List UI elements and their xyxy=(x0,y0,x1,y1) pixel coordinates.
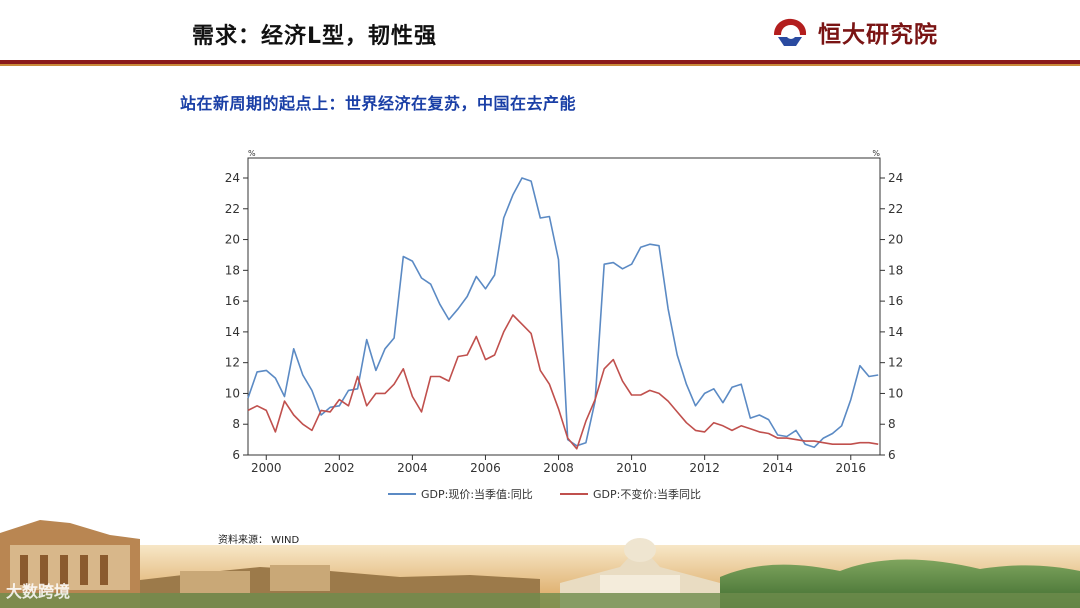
source-note: 资料来源： WIND xyxy=(218,535,300,546)
legend-label-1: GDP:现价:当季值:同比 xyxy=(421,487,533,501)
x-tick-label: 2012 xyxy=(689,461,720,475)
slide-title: 需求：经济L型，韧性强 xyxy=(192,24,438,49)
x-tick-label: 2014 xyxy=(762,461,793,475)
x-tick-label: 2016 xyxy=(836,461,867,475)
series-line-1 xyxy=(247,177,879,449)
y-tick-label-left: 10 xyxy=(225,386,240,400)
y-tick-label-right: 24 xyxy=(888,171,903,185)
x-tick-label: 2000 xyxy=(251,461,282,475)
x-tick-label: 2002 xyxy=(324,461,355,475)
y-tick-label-left: 12 xyxy=(225,356,240,370)
y-tick-label-right: 12 xyxy=(888,356,903,370)
y-tick-label-right: 20 xyxy=(888,233,903,247)
x-tick-label: 2010 xyxy=(616,461,647,475)
y-tick-label-left: 6 xyxy=(232,448,240,462)
brand: 恒大研究院 xyxy=(770,14,938,50)
y-tick-label-left: 8 xyxy=(232,417,240,431)
y-tick-label-left: 14 xyxy=(225,325,240,339)
header-rule xyxy=(0,60,1080,64)
x-tick-label: 2006 xyxy=(470,461,501,475)
y-tick-label-left: 16 xyxy=(225,294,240,308)
slide-header: 需求：经济L型，韧性强 恒大研究院 xyxy=(0,0,1080,62)
series-line-2 xyxy=(247,314,879,450)
y-tick-label-right: 6 xyxy=(888,448,896,462)
footer-landscape-image xyxy=(0,520,1080,608)
plot-frame xyxy=(247,157,881,456)
y-tick-label-right: 10 xyxy=(888,386,903,400)
y-tick-label-right: 22 xyxy=(888,202,903,216)
gdp-line-chart: % % 6 6 8 8 10 10 12 12 14 14 16 16 18 18 20 20 22 22 24 24 20… xyxy=(225,149,904,501)
slide-subtitle: 站在新周期的起点上：世界经济在复苏，中国在去产能 xyxy=(180,94,577,113)
y-tick-label-left: 18 xyxy=(225,263,240,277)
x-tick-label: 2008 xyxy=(543,461,574,475)
y-tick-label-left: 24 xyxy=(225,171,240,185)
y-tick-label-left: 22 xyxy=(225,202,240,216)
header-accent-rule xyxy=(0,64,1080,66)
watermark-text: 大数跨境 xyxy=(6,582,71,601)
y-tick-label-right: 14 xyxy=(888,325,903,339)
y-tick-label-left: 20 xyxy=(225,233,240,247)
y-tick-label-right: 16 xyxy=(888,294,903,308)
brand-name: 恒大研究院 xyxy=(818,22,938,48)
y-tick-label-right: 18 xyxy=(888,263,903,277)
y-unit-right: % xyxy=(872,149,880,158)
y-unit-left: % xyxy=(248,149,256,158)
x-tick-label: 2004 xyxy=(397,461,428,475)
brand-logo-icon xyxy=(774,18,807,46)
y-tick-label-right: 8 xyxy=(888,417,896,431)
legend-label-2: GDP:不变价:当季同比 xyxy=(593,487,701,501)
